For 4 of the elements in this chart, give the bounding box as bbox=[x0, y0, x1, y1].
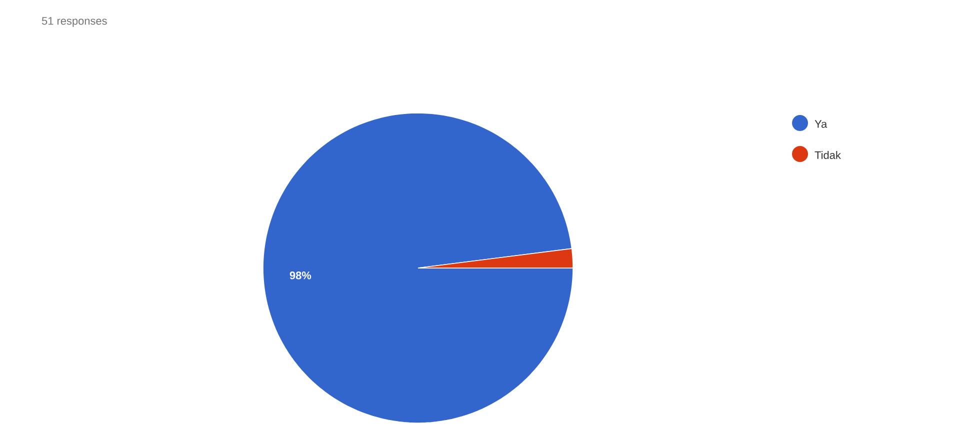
legend-label: Tidak bbox=[814, 150, 841, 160]
legend-label: Ya bbox=[814, 120, 828, 128]
data-label: 98% bbox=[290, 272, 312, 280]
text: 51 responses bbox=[42, 17, 107, 27]
